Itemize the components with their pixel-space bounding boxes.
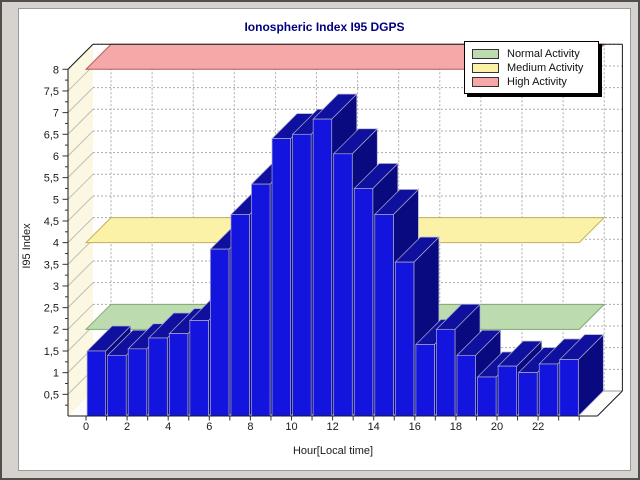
x-axis-title: Hour[Local time] — [292, 445, 374, 457]
y-tick-label: 5,5 — [44, 173, 59, 185]
normal-activity-swatch — [472, 48, 499, 59]
legend-item-normal: Normal Activity — [465, 47, 598, 60]
legend-label: High Activity — [507, 75, 567, 88]
y-tick-label: 2,5 — [44, 303, 59, 315]
x-tick-label: 12 — [326, 421, 338, 433]
y-tick-label: 3 — [53, 281, 59, 293]
x-tick-label: 14 — [368, 421, 380, 433]
y-tick-label: 4,5 — [44, 216, 59, 228]
y-axis-ticks — [62, 68, 68, 406]
bars — [86, 93, 605, 417]
x-tick-label: 20 — [491, 421, 503, 433]
y-tick-labels: 0,5 1 1,5 2 2,5 3 3,5 4 4,5 5 5,5 6 6,5 7 7,5 8 — [44, 64, 59, 401]
y-tick-label: 4 — [53, 238, 59, 250]
x-tick-label: 18 — [450, 421, 462, 433]
legend: Normal Activity Medium Activity High Act… — [464, 41, 599, 94]
x-tick-label: 6 — [206, 421, 212, 433]
y-tick-label: 5 — [53, 194, 59, 206]
y-tick-label: 0,5 — [44, 389, 59, 401]
legend-label: Normal Activity — [507, 47, 580, 60]
y-tick-label: 6 — [53, 151, 59, 163]
bar-hour-23 — [558, 333, 605, 417]
medium-activity-swatch — [472, 62, 499, 73]
x-tick-label: 22 — [532, 421, 544, 433]
y-tick-label: 6,5 — [44, 129, 59, 141]
x-tick-label: 8 — [247, 421, 253, 433]
x-tick-label: 16 — [409, 421, 421, 433]
legend-item-high: High Activity — [465, 75, 598, 88]
x-tick-label: 4 — [165, 421, 171, 433]
y-tick-label: 1 — [53, 368, 59, 380]
y-tick-label: 8 — [53, 64, 59, 76]
x-tick-label: 0 — [83, 421, 89, 433]
y-axis-title: I95 Index — [21, 223, 33, 269]
x-tick-label: 10 — [285, 421, 297, 433]
x-axis-ticks — [85, 416, 580, 421]
y-tick-label: 2 — [53, 324, 59, 336]
x-tick-labels: 0 2 4 6 8 10 12 14 16 18 20 22 — [83, 421, 544, 433]
x-tick-label: 2 — [124, 421, 130, 433]
y-tick-label: 3,5 — [44, 259, 59, 271]
y-tick-label: 7 — [53, 108, 59, 120]
y-tick-label: 7,5 — [44, 86, 59, 98]
chart-title: Ionospheric Index I95 DGPS — [244, 20, 405, 34]
legend-item-medium: Medium Activity — [465, 61, 598, 74]
y-tick-label: 1,5 — [44, 346, 59, 358]
high-activity-swatch — [472, 76, 499, 87]
legend-label: Medium Activity — [507, 61, 584, 74]
